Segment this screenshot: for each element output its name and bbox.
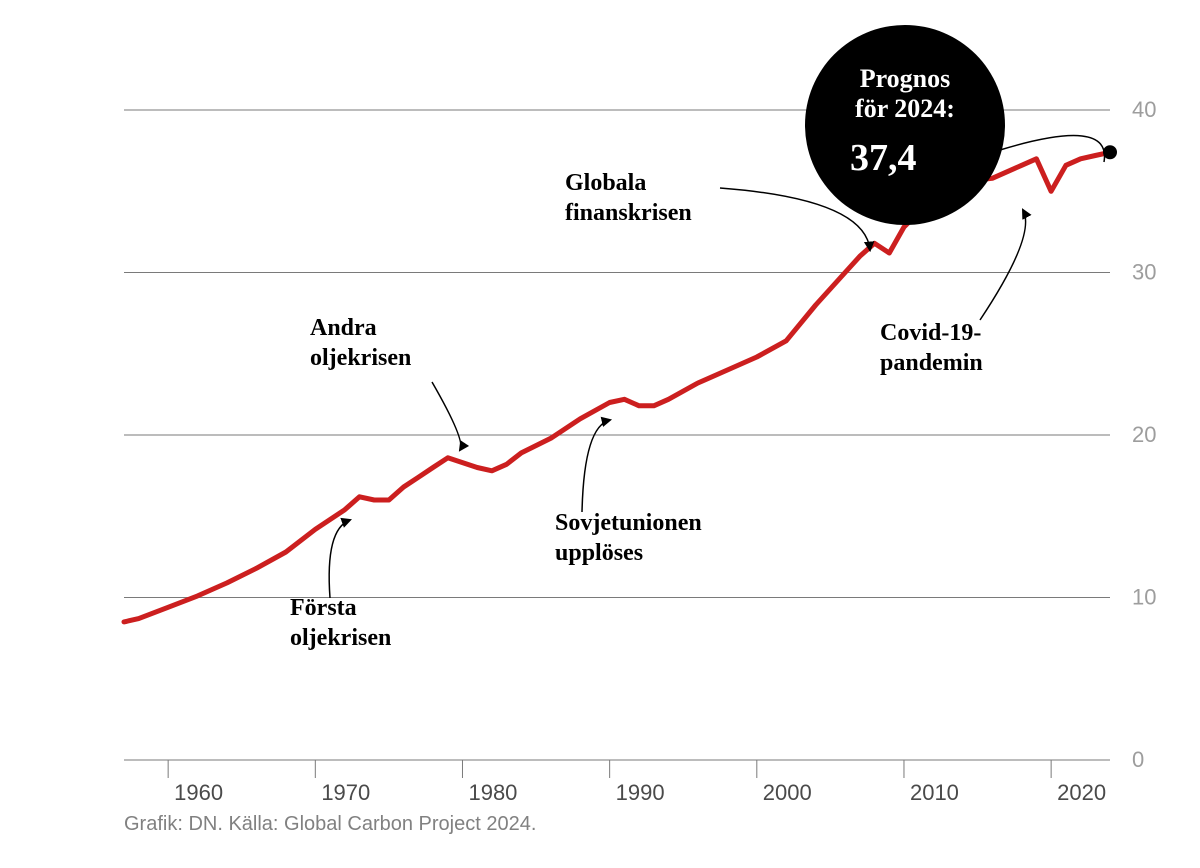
annotation-arrow bbox=[432, 382, 461, 450]
annotation-arrow bbox=[329, 520, 350, 598]
annotation-label: Förstaoljekrisen bbox=[290, 595, 391, 651]
annotation-label: Andraoljekrisen bbox=[310, 315, 411, 371]
x-tick-label: 2000 bbox=[763, 780, 812, 805]
forecast-badge bbox=[805, 25, 1005, 225]
annotation-label: Sovjetunionenupplöses bbox=[555, 510, 702, 566]
annotation-label: Covid-19-pandemin bbox=[880, 320, 983, 376]
y-tick-label: 40 bbox=[1132, 97, 1156, 122]
y-tick-label: 20 bbox=[1132, 422, 1156, 447]
forecast-badge-value: 37,4 bbox=[850, 137, 917, 179]
annotation-arrow bbox=[582, 420, 610, 512]
source-caption: Grafik: DN. Källa: Global Carbon Project… bbox=[124, 813, 536, 835]
x-tick-label: 2020 bbox=[1057, 780, 1106, 805]
x-tick-label: 1970 bbox=[321, 780, 370, 805]
x-tick-label: 1990 bbox=[616, 780, 665, 805]
y-tick-label: 0 bbox=[1132, 747, 1144, 772]
y-tick-label: 10 bbox=[1132, 585, 1156, 610]
y-tick-label: 30 bbox=[1132, 260, 1156, 285]
x-tick-label: 1960 bbox=[174, 780, 223, 805]
x-tick-label: 1980 bbox=[468, 780, 517, 805]
emissions-line-chart: 0 10 20 30 40 1960 1970 1980 1990 2000 2010 2020 För… bbox=[0, 0, 1200, 868]
annotation-arrow bbox=[980, 210, 1026, 320]
forecast-badge-label: Prognosför 2024: bbox=[855, 64, 955, 123]
x-tick-label: 2010 bbox=[910, 780, 959, 805]
forecast-point bbox=[1103, 145, 1117, 159]
annotation-label: Globalafinanskrisen bbox=[565, 170, 692, 226]
